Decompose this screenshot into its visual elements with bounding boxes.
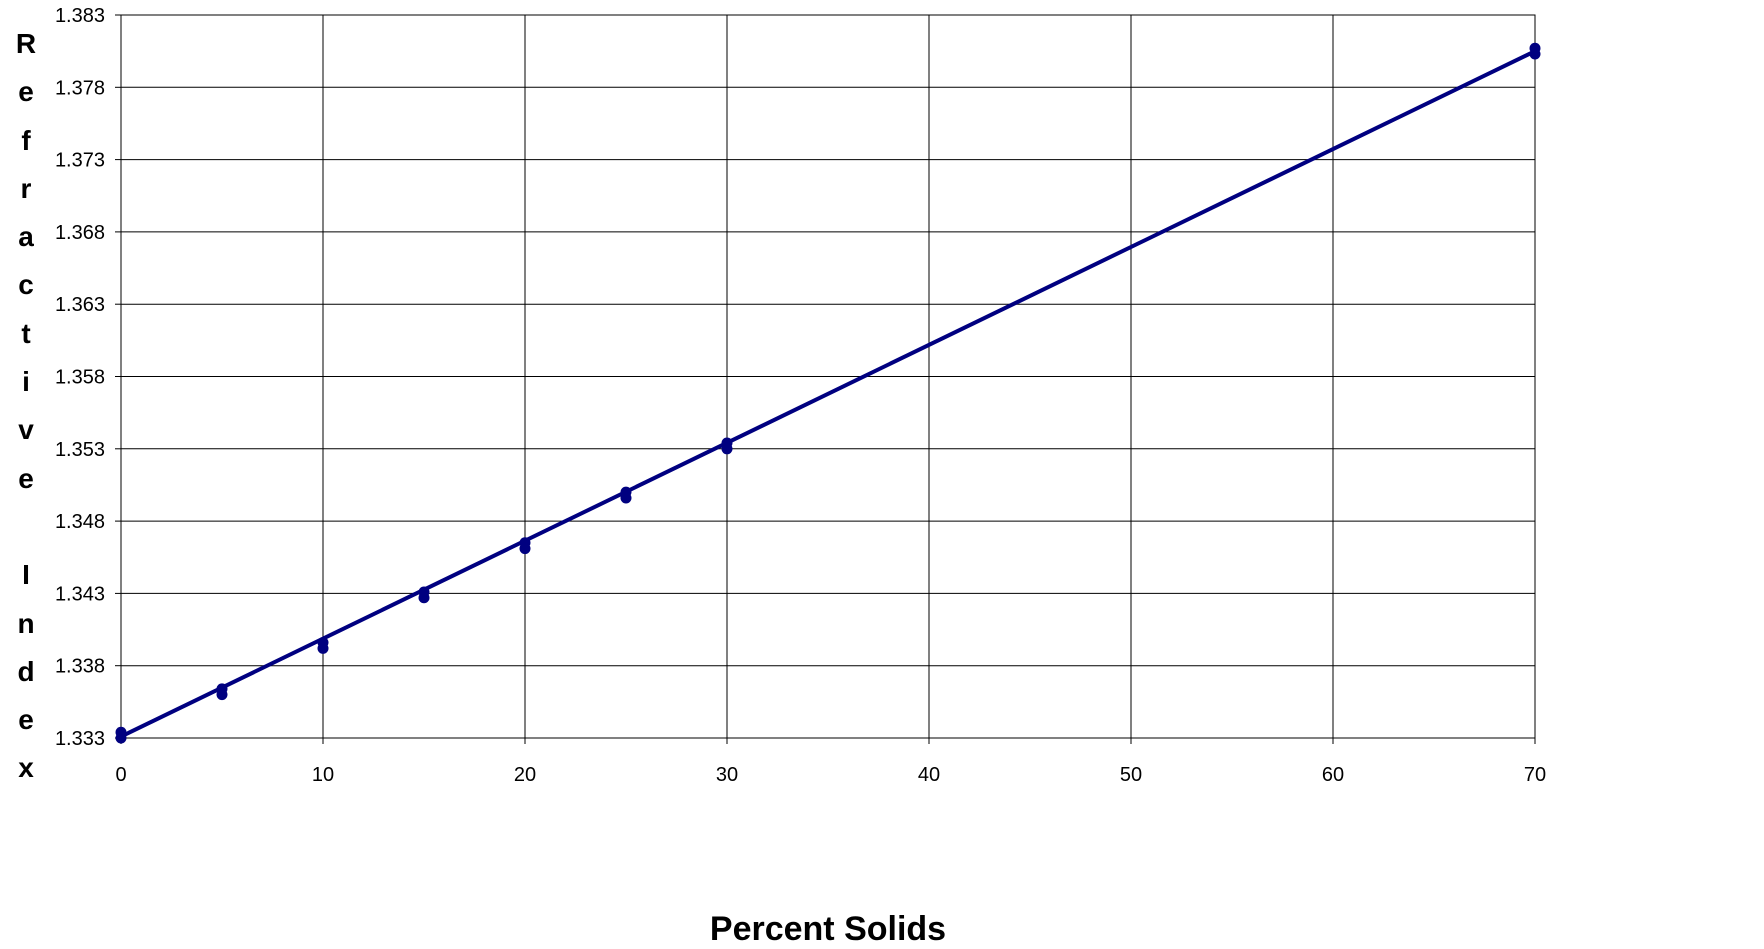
y-tick-label: 1.368 <box>55 222 105 244</box>
y-axis-label-char: e <box>18 704 34 736</box>
y-tick-label: 1.363 <box>55 294 105 316</box>
y-axis-label-char: e <box>18 462 34 494</box>
x-tick-label: 20 <box>514 764 536 786</box>
y-axis-label-char: r <box>20 172 32 204</box>
x-tick-label: 40 <box>918 764 940 786</box>
x-tick-label: 70 <box>1524 764 1546 786</box>
y-axis-label-char: f <box>21 124 31 156</box>
y-tick-label: 1.348 <box>55 511 105 533</box>
x-axis-label: Percent Solids <box>709 910 947 948</box>
y-tick-label: 1.373 <box>55 150 105 172</box>
y-axis-label-char: I <box>22 559 30 591</box>
plot-border <box>120 14 1536 739</box>
y-axis-label-char: c <box>18 269 34 301</box>
y-tick-label: 1.343 <box>55 583 105 605</box>
trend-line <box>120 49 1536 739</box>
x-tick-label: 0 <box>115 764 126 786</box>
x-tick-label: 30 <box>716 764 738 786</box>
y-tick-label: 1.378 <box>55 77 105 99</box>
y-axis-label-char: R <box>15 28 37 59</box>
y-tick-label: 1.353 <box>55 439 105 461</box>
x-tick-label: 10 <box>312 764 334 786</box>
y-axis-label-char: n <box>17 607 35 639</box>
y-tick-label: 1.383 <box>55 5 105 27</box>
y-tick-label: 1.333 <box>55 728 105 750</box>
y-axis-label-char: x <box>18 752 34 784</box>
y-axis-label-char: v <box>18 414 34 446</box>
x-tick-label: 60 <box>1322 764 1344 786</box>
y-tick-label: 1.358 <box>55 367 105 389</box>
y-axis-label-char: a <box>18 221 34 253</box>
y-axis-label-char: t <box>21 317 31 349</box>
y-axis-label-char: d <box>17 655 35 687</box>
y-axis-label-char <box>8 503 44 551</box>
y-axis-label-char: e <box>18 76 34 108</box>
y-axis-label-char: i <box>22 366 30 398</box>
x-tick-label: 50 <box>1120 764 1142 786</box>
y-tick-label: 1.338 <box>55 656 105 678</box>
